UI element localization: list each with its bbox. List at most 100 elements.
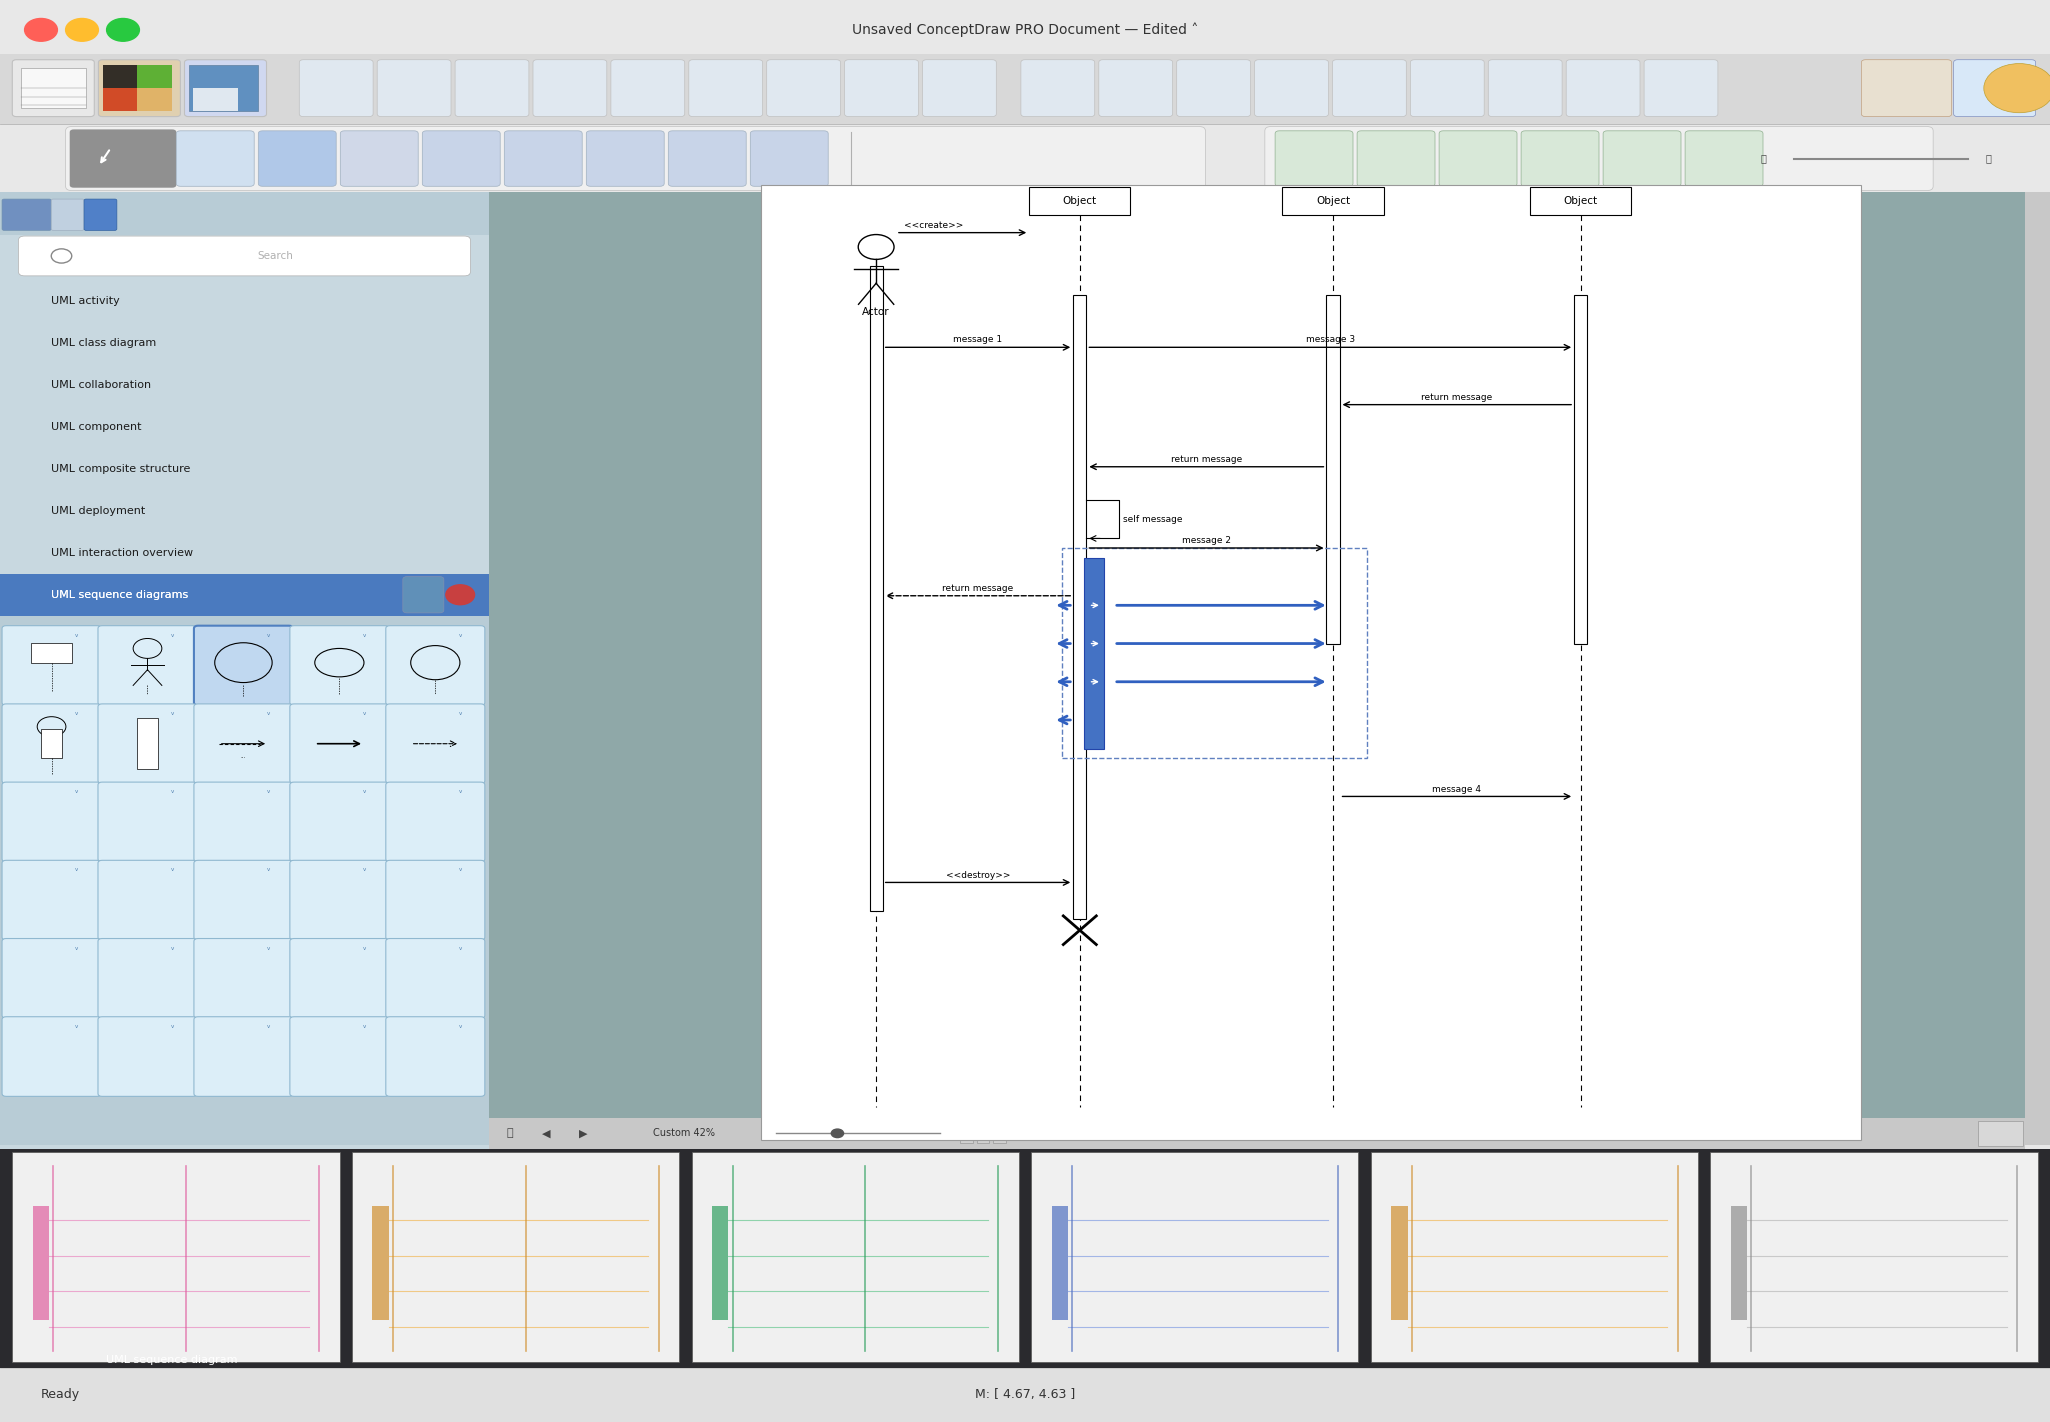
Text: return message: return message <box>1171 455 1242 464</box>
Text: ...: ... <box>240 754 246 759</box>
FancyBboxPatch shape <box>33 1206 49 1320</box>
FancyBboxPatch shape <box>195 782 293 862</box>
FancyBboxPatch shape <box>0 574 488 616</box>
FancyBboxPatch shape <box>377 60 451 117</box>
Text: UML activity: UML activity <box>51 296 121 306</box>
FancyBboxPatch shape <box>994 1123 1007 1143</box>
FancyBboxPatch shape <box>1052 1206 1068 1320</box>
FancyBboxPatch shape <box>2 199 51 230</box>
FancyBboxPatch shape <box>845 60 918 117</box>
Circle shape <box>1984 64 2050 112</box>
Text: Ready: Ready <box>41 1388 80 1402</box>
FancyBboxPatch shape <box>422 131 500 186</box>
Text: v: v <box>172 946 174 951</box>
Text: ▶: ▶ <box>578 1128 588 1139</box>
FancyBboxPatch shape <box>0 125 2050 192</box>
Text: v: v <box>363 946 367 951</box>
FancyBboxPatch shape <box>533 60 607 117</box>
FancyBboxPatch shape <box>193 88 238 111</box>
FancyBboxPatch shape <box>195 939 293 1018</box>
FancyBboxPatch shape <box>2 782 100 862</box>
FancyBboxPatch shape <box>1392 1206 1408 1320</box>
FancyBboxPatch shape <box>1566 60 1640 117</box>
FancyBboxPatch shape <box>98 626 197 705</box>
Text: UML class diagram: UML class diagram <box>51 338 156 348</box>
Text: v: v <box>172 789 174 795</box>
Text: UML component: UML component <box>51 422 141 432</box>
FancyBboxPatch shape <box>0 616 488 1145</box>
Text: self message: self message <box>1123 515 1183 523</box>
Text: <<create>>: <<create>> <box>904 220 963 230</box>
FancyBboxPatch shape <box>2 860 100 940</box>
FancyBboxPatch shape <box>1084 557 1105 748</box>
FancyBboxPatch shape <box>189 65 258 111</box>
Text: v: v <box>76 1024 78 1030</box>
FancyBboxPatch shape <box>1275 131 1353 186</box>
Text: v: v <box>459 867 461 873</box>
FancyBboxPatch shape <box>0 0 2050 54</box>
FancyBboxPatch shape <box>1326 294 1339 644</box>
FancyBboxPatch shape <box>1529 186 1632 216</box>
FancyBboxPatch shape <box>289 1017 390 1096</box>
Text: v: v <box>76 711 78 717</box>
FancyBboxPatch shape <box>98 1017 197 1096</box>
FancyBboxPatch shape <box>1685 131 1763 186</box>
Text: v: v <box>266 633 271 638</box>
FancyBboxPatch shape <box>102 65 137 88</box>
FancyBboxPatch shape <box>2 1017 100 1096</box>
FancyBboxPatch shape <box>0 1368 2050 1422</box>
Text: v: v <box>76 867 78 873</box>
FancyBboxPatch shape <box>102 88 137 111</box>
FancyBboxPatch shape <box>195 626 293 705</box>
FancyBboxPatch shape <box>711 1206 728 1320</box>
Text: v: v <box>363 711 367 717</box>
Text: v: v <box>459 789 461 795</box>
FancyBboxPatch shape <box>70 129 176 188</box>
FancyBboxPatch shape <box>611 60 685 117</box>
FancyBboxPatch shape <box>1029 186 1130 216</box>
Circle shape <box>832 1129 845 1138</box>
FancyBboxPatch shape <box>289 939 390 1018</box>
FancyBboxPatch shape <box>98 60 180 117</box>
FancyBboxPatch shape <box>2025 192 2050 1145</box>
FancyBboxPatch shape <box>289 782 390 862</box>
FancyBboxPatch shape <box>1177 60 1250 117</box>
Text: return message: return message <box>943 584 1013 593</box>
Text: v: v <box>266 789 271 795</box>
Circle shape <box>445 584 476 604</box>
FancyBboxPatch shape <box>1332 60 1406 117</box>
FancyBboxPatch shape <box>1283 186 1384 216</box>
FancyBboxPatch shape <box>978 1123 990 1143</box>
FancyBboxPatch shape <box>31 643 72 663</box>
Text: v: v <box>172 711 174 717</box>
FancyBboxPatch shape <box>385 782 484 862</box>
FancyBboxPatch shape <box>691 1152 1019 1362</box>
FancyBboxPatch shape <box>258 131 336 186</box>
FancyBboxPatch shape <box>289 860 390 940</box>
FancyBboxPatch shape <box>1710 1152 2038 1362</box>
Text: <<destroy>>: <<destroy>> <box>945 870 1011 880</box>
Text: message 3: message 3 <box>1306 336 1355 344</box>
Text: v: v <box>266 946 271 951</box>
Text: UML sequence diagrams: UML sequence diagrams <box>51 590 189 600</box>
FancyBboxPatch shape <box>869 266 884 912</box>
FancyBboxPatch shape <box>455 60 529 117</box>
FancyBboxPatch shape <box>12 1152 340 1362</box>
Text: v: v <box>459 946 461 951</box>
FancyBboxPatch shape <box>289 626 390 705</box>
Text: UML deployment: UML deployment <box>51 506 146 516</box>
Text: v: v <box>363 633 367 638</box>
Text: v: v <box>172 867 174 873</box>
FancyBboxPatch shape <box>184 60 266 117</box>
FancyBboxPatch shape <box>373 1206 390 1320</box>
FancyBboxPatch shape <box>289 704 390 784</box>
Text: Object: Object <box>1062 196 1097 206</box>
Text: v: v <box>266 867 271 873</box>
Text: Search: Search <box>258 250 293 262</box>
FancyBboxPatch shape <box>20 68 86 108</box>
Text: v: v <box>363 867 367 873</box>
FancyBboxPatch shape <box>2 939 100 1018</box>
Text: v: v <box>172 1024 174 1030</box>
Text: UML collaboration: UML collaboration <box>51 380 152 390</box>
FancyBboxPatch shape <box>0 54 2050 125</box>
